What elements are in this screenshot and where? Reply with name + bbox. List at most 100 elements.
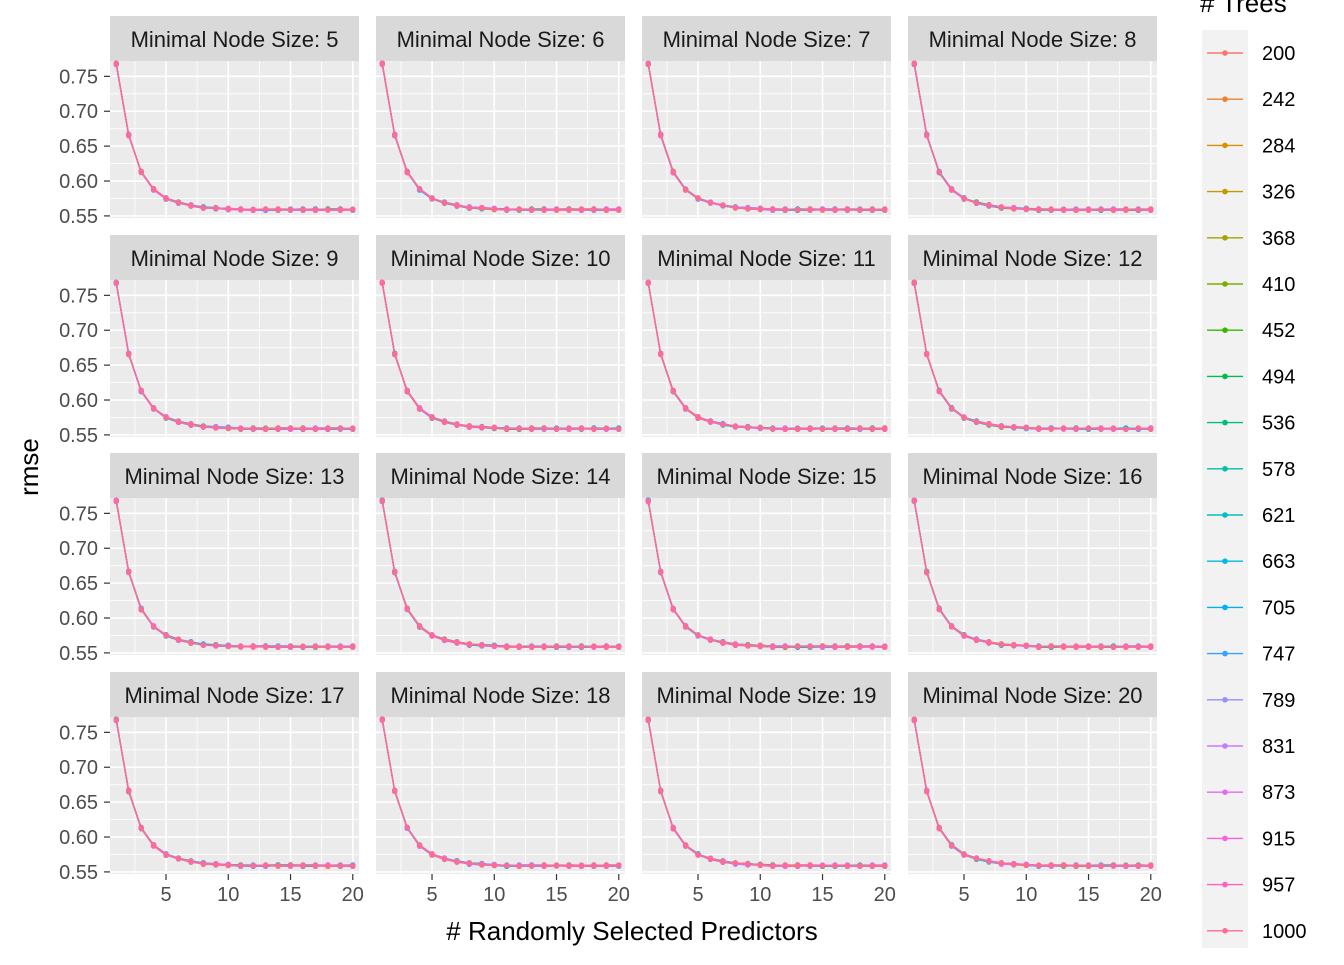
data-point: [783, 207, 788, 212]
data-point: [999, 424, 1004, 429]
data-point: [1098, 426, 1103, 431]
facet-strip-label: Minimal Node Size: 7: [663, 27, 871, 52]
data-point: [454, 423, 459, 428]
data-point: [1123, 426, 1128, 431]
data-point: [201, 206, 206, 211]
data-point: [566, 207, 571, 212]
data-point: [1061, 425, 1066, 430]
data-point: [646, 499, 651, 504]
data-point: [845, 426, 850, 431]
data-point: [201, 424, 206, 429]
facet-panel: Minimal Node Size: 14: [376, 453, 625, 655]
data-point: [226, 207, 231, 212]
data-point: [517, 426, 522, 431]
data-point: [695, 195, 700, 200]
data-point: [313, 644, 318, 649]
facet-strip-label: Minimal Node Size: 13: [124, 464, 344, 489]
data-point: [807, 427, 812, 432]
facet-panel: Minimal Node Size: 16: [908, 453, 1157, 655]
data-point: [275, 645, 280, 650]
data-point: [176, 636, 181, 641]
data-point: [1073, 426, 1078, 431]
data-point: [1036, 207, 1041, 212]
data-point: [325, 644, 330, 649]
facet-strip-label: Minimal Node Size: 10: [390, 246, 610, 271]
data-point: [616, 208, 621, 213]
data-point: [338, 426, 343, 431]
facet-strip-label: Minimal Node Size: 15: [656, 464, 876, 489]
data-point: [1036, 426, 1041, 431]
data-point: [616, 426, 621, 431]
data-point: [188, 203, 193, 208]
data-point: [504, 427, 509, 432]
facet-panel: Minimal Node Size: 10: [376, 235, 625, 437]
data-point: [870, 644, 875, 649]
data-point: [479, 205, 484, 210]
data-point: [541, 426, 546, 431]
data-point: [683, 187, 688, 192]
data-point: [720, 640, 725, 645]
data-point: [350, 207, 355, 212]
data-point: [758, 643, 763, 648]
data-point: [213, 425, 218, 430]
data-point: [226, 426, 231, 431]
data-point: [591, 427, 596, 432]
data-point: [338, 207, 343, 212]
data-point: [1024, 206, 1029, 211]
data-point: [870, 426, 875, 431]
data-point: [151, 406, 156, 411]
data-point: [529, 645, 534, 650]
data-point: [733, 205, 738, 210]
data-point: [151, 624, 156, 629]
data-point: [392, 352, 397, 357]
data-point: [467, 206, 472, 211]
data-point: [238, 426, 243, 431]
facet-panel: Minimal Node Size: 6: [376, 16, 625, 218]
data-point: [1049, 207, 1054, 212]
data-point: [671, 389, 676, 394]
data-point: [579, 426, 584, 431]
data-point: [616, 645, 621, 650]
data-point: [288, 425, 293, 430]
data-point: [213, 643, 218, 648]
data-point: [176, 200, 181, 205]
facet-panel: Minimal Node Size: 15: [642, 453, 891, 655]
data-point: [671, 169, 676, 174]
data-point: [870, 207, 875, 212]
data-point: [163, 415, 168, 420]
data-point: [417, 624, 422, 629]
data-point: [251, 644, 256, 649]
data-point: [807, 207, 812, 212]
data-point: [541, 207, 546, 212]
data-point: [139, 388, 144, 393]
data-point: [604, 208, 609, 213]
data-point: [275, 207, 280, 212]
data-point: [238, 207, 243, 212]
data-point: [454, 202, 459, 207]
data-point: [604, 426, 609, 431]
data-point: [529, 426, 534, 431]
facet-strip-label: Minimal Node Size: 14: [390, 464, 610, 489]
data-point: [695, 632, 700, 637]
data-point: [554, 427, 559, 432]
data-point: [708, 419, 713, 424]
data-point: [1136, 207, 1141, 212]
data-point: [251, 426, 256, 431]
data-point: [417, 186, 422, 191]
data-point: [720, 202, 725, 207]
data-point: [1024, 425, 1029, 430]
data-point: [1111, 425, 1116, 430]
data-point: [405, 606, 410, 611]
facet-panel: Minimal Node Size: 13: [110, 453, 359, 655]
data-point: [126, 133, 131, 138]
data-point: [288, 644, 293, 649]
data-point: [504, 208, 509, 213]
data-point: [683, 405, 688, 410]
data-point: [467, 424, 472, 429]
data-point: [591, 206, 596, 211]
data-point: [974, 419, 979, 424]
data-point: [832, 644, 837, 649]
data-point: [579, 206, 584, 211]
data-point: [554, 644, 559, 649]
data-point: [807, 644, 812, 649]
